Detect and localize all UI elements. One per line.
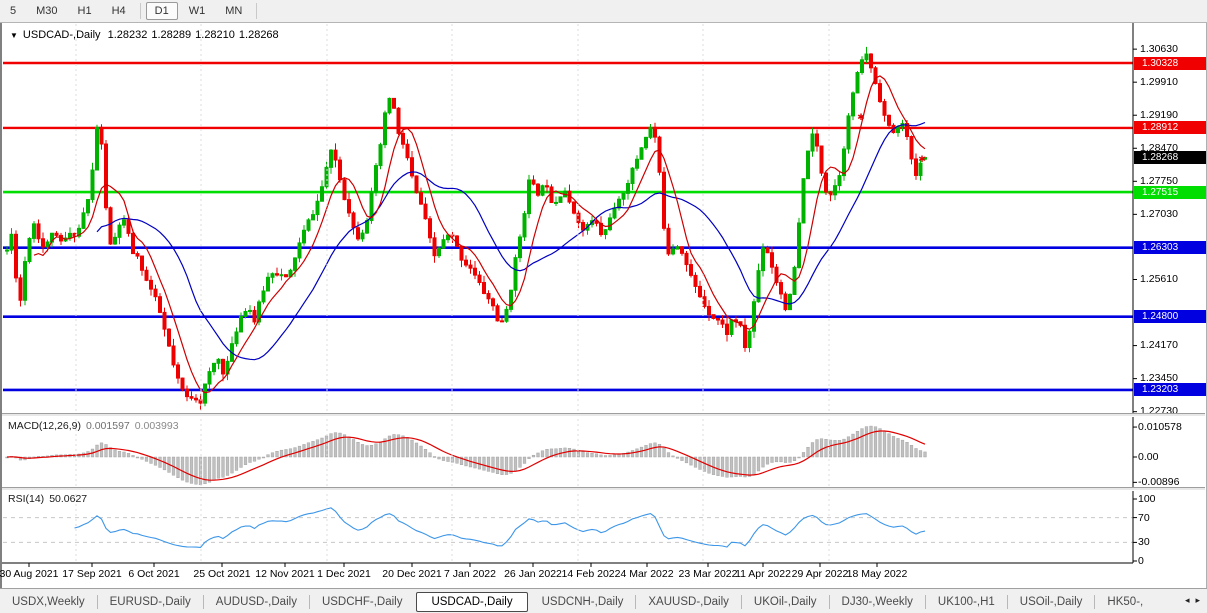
- tab-separator: [308, 594, 310, 609]
- y-axis-label: 1.27030: [1140, 207, 1178, 220]
- x-axis-label: 6 Oct 2021: [128, 568, 180, 580]
- tab-separator: [828, 594, 830, 609]
- timeframe-button-mn[interactable]: MN: [225, 5, 243, 17]
- timeframe-button-w1[interactable]: W1: [188, 5, 206, 17]
- tab-separator: [924, 594, 926, 609]
- tab-xauusd-daily[interactable]: XAUUSD-,Daily: [648, 595, 729, 608]
- x-axis-label: 4 Mar 2022: [620, 568, 674, 580]
- ohlc-open: 1.28232: [107, 29, 148, 41]
- symbol-tab-bar: USDX,Weekly EURUSD-,Daily AUDUSD-,Daily USD…: [0, 588, 1207, 613]
- macd-axis-label: 0.010578: [1138, 421, 1182, 434]
- x-axis-label: 14 Feb 2022: [561, 568, 621, 580]
- tab-usoil-daily[interactable]: USOil-,Daily: [1019, 595, 1083, 608]
- y-axis-label: 1.29910: [1140, 75, 1178, 88]
- tab-ukoil-daily[interactable]: UKOil-,Daily: [753, 595, 817, 608]
- x-axis-label: 26 Jan 2022: [504, 568, 562, 580]
- chart-title: ▼ USDCAD-,Daily 1.28232 1.28289 1.28210 1.28…: [10, 29, 283, 41]
- tab-dj30-weekly[interactable]: DJ30-,Weekly: [841, 595, 913, 608]
- y-axis-label: 1.27750: [1140, 174, 1178, 187]
- panel-separator-rsi[interactable]: [2, 487, 1205, 491]
- x-axis-label: 18 May 2022: [846, 568, 908, 580]
- x-axis-label: 29 Apr 2022: [791, 568, 849, 580]
- x-axis-label: 30 Aug 2021: [0, 568, 59, 580]
- x-axis-label: 17 Sep 2021: [62, 568, 122, 580]
- timeframe-button-m30[interactable]: M30: [36, 5, 58, 17]
- rsi-axis-label: 100: [1138, 493, 1156, 505]
- tab-usdchf-daily[interactable]: USDCHF-,Daily: [321, 595, 403, 608]
- current-price-tag: 1.28268: [1134, 151, 1206, 165]
- tab-separator: [202, 594, 204, 609]
- timeframe-button-d1[interactable]: D1: [145, 2, 178, 20]
- y-axis-label: 1.28470: [1140, 141, 1178, 154]
- tab-usdcad-daily[interactable]: USDCAD-,Daily: [416, 591, 528, 612]
- rsi-name: RSI(14): [8, 493, 45, 505]
- macd-name: MACD(12,26,9): [8, 420, 81, 432]
- x-axis-label: 1 Dec 2021: [317, 568, 371, 580]
- tab-separator: [635, 594, 637, 609]
- tab-hk50[interactable]: HK50-,: [1107, 595, 1144, 608]
- price-tag: 1.26303: [1134, 241, 1206, 255]
- tab-separator: [1006, 594, 1008, 609]
- price-tag: 1.23203: [1134, 383, 1206, 397]
- price-tag: 1.27515: [1134, 185, 1206, 199]
- timeframe-button-h1[interactable]: H1: [77, 5, 92, 17]
- rsi-indicator-label: RSI(14) 50.0627: [8, 493, 87, 505]
- x-axis-label: 23 Mar 2022: [678, 568, 738, 580]
- y-axis-label: 1.23450: [1140, 372, 1178, 385]
- macd-indicator-label: MACD(12,26,9) 0.001597 0.003993: [8, 420, 179, 432]
- chevron-down-icon[interactable]: ▼: [10, 31, 18, 40]
- tab-eurusd-daily[interactable]: EURUSD-,Daily: [109, 595, 191, 608]
- ohlc-low: 1.28210: [195, 29, 235, 41]
- chart-window[interactable]: [0, 22, 1207, 588]
- tab-usdcnh-daily[interactable]: USDCNH-,Daily: [541, 595, 624, 608]
- rsi-axis-label: 0: [1138, 555, 1144, 567]
- timeframe-toolbar: 5 M30 H1 H4 D1 W1 MN: [0, 0, 1207, 23]
- symbol-label: USDCAD-,Daily: [22, 29, 101, 41]
- price-tag: 1.30328: [1134, 56, 1206, 70]
- tab-scroll-arrows: ◂ ▸: [1179, 592, 1205, 609]
- panel-separator-macd[interactable]: [2, 413, 1205, 417]
- x-axis-label: 12 Nov 2021: [255, 568, 315, 580]
- x-axis-label: 25 Oct 2021: [193, 568, 251, 580]
- tab-usdx-weekly[interactable]: USDX,Weekly: [12, 595, 85, 608]
- tab-scroll-right-icon[interactable]: ▸: [1195, 595, 1200, 605]
- x-axis-label: 11 Apr 2022: [735, 568, 791, 580]
- macd-axis-label: 0.00: [1138, 451, 1159, 463]
- price-tag: 1.28912: [1134, 121, 1206, 135]
- rsi-axis-label: 70: [1138, 511, 1150, 524]
- toolbar-separator: [256, 3, 258, 19]
- toolbar-separator: [139, 3, 141, 19]
- timeframe-button-h4[interactable]: H4: [111, 5, 126, 17]
- tab-audusd-daily[interactable]: AUDUSD-,Daily: [215, 595, 297, 608]
- timeframe-button-5[interactable]: 5: [10, 5, 17, 17]
- x-axis-label: 20 Dec 2021: [382, 568, 442, 580]
- rsi-axis-label: 30: [1138, 536, 1150, 549]
- y-axis-label: 1.30630: [1140, 42, 1178, 55]
- tab-separator: [1094, 594, 1096, 609]
- price-tag: 1.24800: [1134, 310, 1206, 324]
- tab-scroll-left-icon[interactable]: ◂: [1184, 595, 1190, 605]
- ohlc-high: 1.28289: [151, 29, 192, 41]
- x-axis-label: 7 Jan 2022: [444, 568, 496, 580]
- rsi-value: 50.0627: [49, 493, 88, 505]
- macd-main-value: 0.001597: [85, 420, 130, 432]
- y-axis-label: 1.24170: [1140, 339, 1178, 352]
- y-axis-label: 1.29190: [1140, 108, 1178, 121]
- ohlc-close: 1.28268: [238, 29, 279, 41]
- tab-uk100-h1[interactable]: UK100-,H1: [937, 595, 995, 608]
- tab-separator: [740, 594, 742, 609]
- y-axis-label: 1.25610: [1140, 273, 1178, 285]
- macd-axis-label: -0.00896: [1138, 476, 1180, 489]
- tab-separator: [96, 594, 98, 609]
- macd-signal-value: 0.003993: [134, 420, 179, 432]
